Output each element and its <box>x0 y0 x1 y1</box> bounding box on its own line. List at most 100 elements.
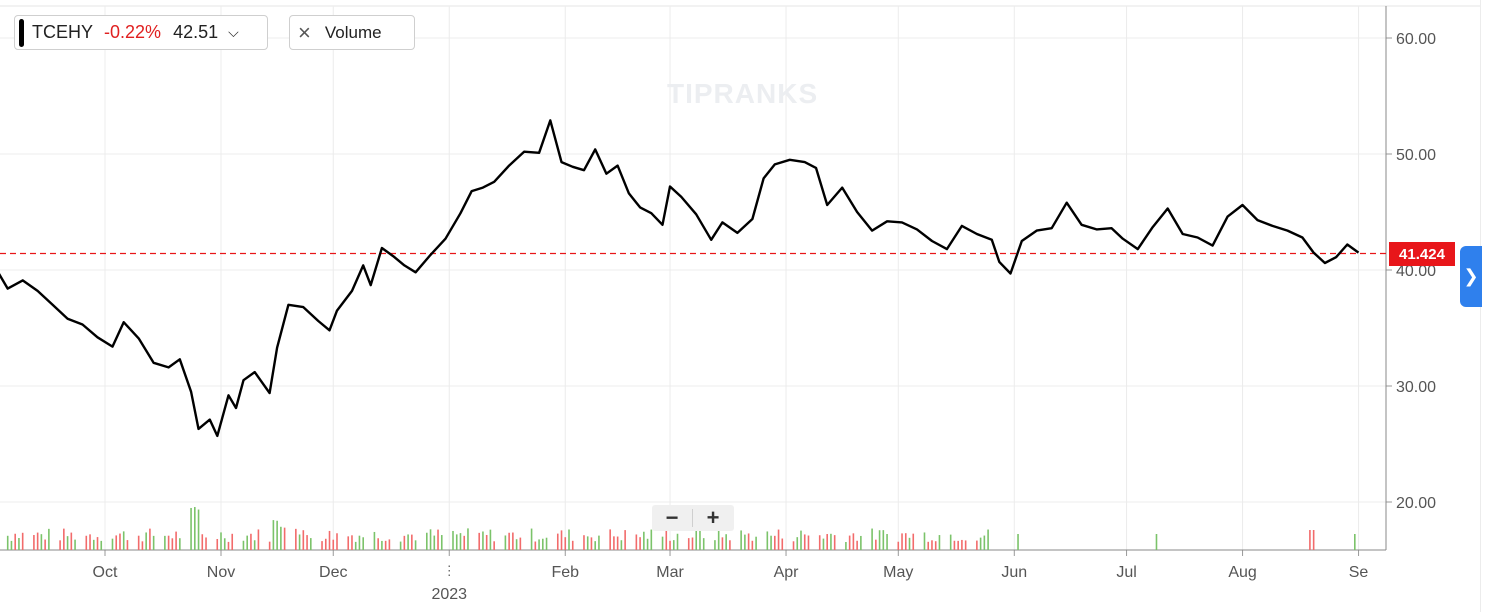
volume-bar <box>714 540 716 550</box>
volume-bar <box>48 528 50 550</box>
volume-bar <box>826 534 828 550</box>
volume-bar <box>976 540 978 550</box>
volume-bar <box>89 534 91 550</box>
volume-bar <box>455 534 458 550</box>
volume-bar <box>306 535 308 550</box>
volume-bar <box>257 529 260 550</box>
volume-bar <box>938 535 941 550</box>
x-tick-label: Apr <box>774 564 800 581</box>
volume-bar <box>542 538 544 550</box>
volume-bar <box>755 536 757 550</box>
volume-bar <box>594 541 596 550</box>
volume-bar <box>10 540 13 550</box>
volume-bar <box>781 538 784 550</box>
volume-bar <box>512 532 514 550</box>
volume-bar <box>613 536 615 550</box>
volume-bar <box>478 532 480 550</box>
volume-bar <box>957 540 959 550</box>
volume-bar <box>433 535 436 550</box>
zoom-in-button[interactable]: + <box>706 505 720 530</box>
volume-bar <box>699 530 701 550</box>
x-tick-label: 2023 <box>431 586 467 603</box>
x-tick-label: Mar <box>656 564 684 581</box>
volume-bar <box>519 537 522 550</box>
volume-bar <box>388 539 391 550</box>
volume-bar <box>725 534 727 550</box>
volume-bar <box>347 536 350 550</box>
volume-bar <box>295 528 297 550</box>
ticker-legend[interactable]: TCEHY -0.22% 42.51 ⌵ <box>14 15 268 50</box>
volume-bar <box>1312 530 1315 550</box>
zoom-out-button[interactable]: − <box>665 505 679 530</box>
volume-bar <box>145 532 147 550</box>
volume-bar <box>119 533 121 550</box>
volume-bar <box>792 541 795 550</box>
volume-bar <box>530 528 533 550</box>
ticker-symbol: TCEHY <box>32 22 94 42</box>
volume-bar <box>721 537 724 550</box>
volume-bar <box>882 530 885 550</box>
y-tick-label: 30.00 <box>1396 379 1436 396</box>
volume-bar <box>717 528 720 550</box>
volume-bar <box>878 530 881 550</box>
volume-bar <box>927 541 930 550</box>
x-tick-label: Feb <box>551 564 579 581</box>
volume-bar <box>639 537 641 550</box>
volume-toggle[interactable]: × Volume <box>289 15 415 50</box>
volume-bar <box>276 520 278 550</box>
y-tick-label: 20.00 <box>1396 495 1436 512</box>
volume-bar <box>324 538 327 550</box>
volume-bar <box>598 535 600 550</box>
volume-bar <box>886 534 888 550</box>
volume-bar <box>833 535 836 550</box>
volume-bar <box>538 539 540 550</box>
volume-bar <box>1354 534 1356 550</box>
volume-bar <box>897 541 900 550</box>
volume-bar <box>665 530 668 550</box>
volume-bar <box>949 534 952 550</box>
volume-bar <box>1017 534 1019 550</box>
volume-bar <box>624 530 626 550</box>
volume-bar <box>21 532 24 550</box>
volume-bar <box>362 537 364 550</box>
volume-bar <box>934 541 937 550</box>
chevron-down-icon[interactable]: ⌵ <box>228 24 239 40</box>
volume-bar <box>59 540 61 550</box>
chevron-right-icon[interactable]: ❯ <box>1460 246 1482 307</box>
volume-bar <box>676 533 679 550</box>
volume-bar <box>672 540 675 550</box>
last-price: 42.51 <box>173 22 219 42</box>
volume-bar <box>803 534 806 550</box>
volume-bar <box>122 531 125 550</box>
volume-bar <box>220 532 222 550</box>
volume-bar <box>302 530 305 550</box>
volume-bar <box>358 535 361 550</box>
x-tick-label: Aug <box>1228 564 1256 581</box>
volume-bar <box>770 535 772 550</box>
volume-bar <box>1155 534 1158 550</box>
volume-bar <box>485 534 488 550</box>
volume-bar <box>515 539 518 550</box>
volume-bar <box>983 535 986 550</box>
volume-bar <box>964 540 967 550</box>
volume-bar <box>373 531 376 550</box>
volume-bar <box>411 534 413 550</box>
volume-bar <box>807 535 810 550</box>
volume-bar <box>979 537 982 550</box>
volume-bar <box>384 540 387 550</box>
volume-bar <box>328 530 331 550</box>
volume-bar <box>848 535 851 550</box>
close-icon[interactable]: × <box>298 19 311 45</box>
current-price-tag: 41.424 <box>1389 242 1455 266</box>
volume-bar <box>440 535 443 550</box>
volume-bar <box>568 529 570 550</box>
volume-bar <box>661 536 664 550</box>
volume-bar <box>818 535 821 550</box>
volume-bar <box>687 538 690 550</box>
volume-bar <box>987 529 989 550</box>
volume-bar <box>216 538 219 550</box>
volume-bar <box>609 529 611 550</box>
volume-bar <box>96 537 99 550</box>
volume-bar <box>40 534 43 550</box>
